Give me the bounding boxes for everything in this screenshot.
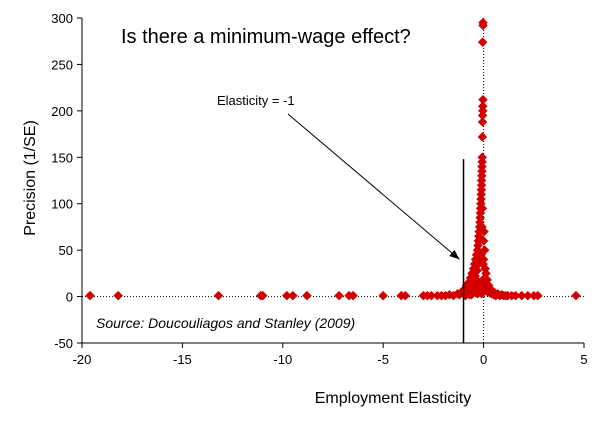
data-point	[477, 152, 488, 163]
chart-title: Is there a minimum-wage effect?	[121, 26, 411, 48]
x-tick-label: -10	[273, 352, 292, 367]
data-point	[213, 290, 224, 301]
data-point	[532, 290, 543, 301]
data-point	[113, 290, 123, 301]
y-tick-label: 50	[59, 243, 73, 258]
data-point	[302, 290, 312, 301]
y-tick-label: 250	[51, 57, 73, 72]
source-note: Source: Doucouliagos and Stanley (2009)	[96, 315, 355, 331]
data-point	[400, 290, 411, 301]
data-point	[477, 132, 488, 142]
y-tick-label: 100	[51, 197, 73, 212]
x-tick-label: -20	[73, 352, 92, 367]
data-point	[471, 275, 482, 285]
x-tick-label: -5	[377, 352, 389, 367]
y-tick-label: 300	[51, 11, 73, 26]
data-point	[476, 249, 487, 260]
elasticity-annotation-label: Elasticity = -1	[217, 93, 295, 108]
data-point	[348, 290, 358, 301]
x-tick-label: 0	[480, 352, 487, 367]
data-point	[477, 117, 488, 127]
annotations	[287, 113, 465, 343]
data-point	[85, 290, 95, 301]
annotation-arrow-line	[287, 113, 460, 260]
data-point	[378, 290, 389, 301]
y-tick-label: 150	[51, 150, 73, 165]
data-point	[464, 289, 475, 300]
x-tick-label: 5	[580, 352, 587, 367]
y-axis-label: Precision (1/SE)	[22, 120, 39, 236]
y-tick-label: 200	[51, 104, 73, 119]
data-point	[571, 290, 581, 301]
data-point	[477, 203, 488, 214]
x-axis-label: Employment Elasticity	[315, 390, 472, 407]
data-point	[287, 290, 298, 301]
data-point	[479, 226, 489, 237]
data-point	[478, 259, 489, 269]
data-points	[85, 17, 581, 301]
x-tick-label: -15	[173, 352, 192, 367]
annotation-arrow-head	[449, 249, 460, 260]
data-point	[478, 17, 488, 28]
data-point	[477, 37, 488, 47]
data-point	[478, 236, 489, 246]
data-point	[257, 290, 268, 301]
y-tick-label: -50	[54, 336, 73, 351]
data-point	[478, 94, 488, 105]
data-point	[477, 101, 488, 112]
y-tick-label: 0	[66, 290, 73, 305]
data-point	[334, 290, 344, 301]
data-point	[472, 265, 483, 276]
